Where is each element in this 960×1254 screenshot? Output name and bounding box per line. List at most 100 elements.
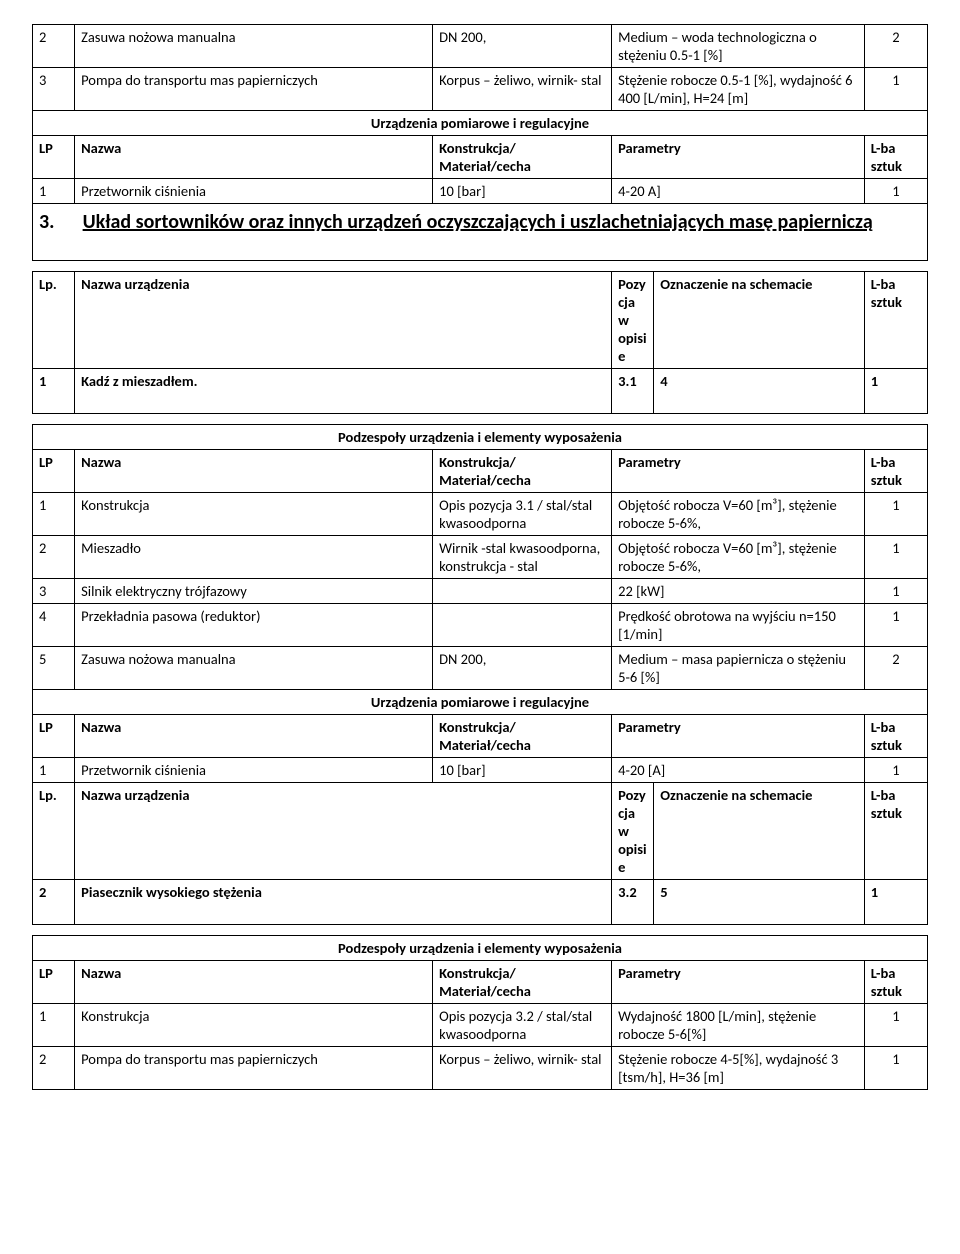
col-parametry: Parametry xyxy=(612,136,865,179)
col-lp: Lp. xyxy=(33,783,75,880)
table-row: 1 Przetwornik ciśnienia 10 [bar] 4-20 A]… xyxy=(33,179,928,204)
col-parametry: Parametry xyxy=(612,715,865,758)
col-qty: L-ba sztuk xyxy=(864,136,927,179)
table-device1-header: Lp. Nazwa urządzenia Pozycja w opisie Oz… xyxy=(32,271,928,414)
cell-qty: 2 xyxy=(864,647,927,690)
table-row: 3 Pompa do transportu mas papierniczych … xyxy=(33,68,928,111)
cell-qty: 1 xyxy=(864,68,927,111)
cell-material: Korpus – żeliwo, wirnik- stal xyxy=(433,68,612,111)
cell-material: Opis pozycja 3.2 / stal/stal kwasoodporn… xyxy=(433,1004,612,1047)
col-qty: L-ba sztuk xyxy=(864,783,927,880)
header-row: LP Nazwa Konstrukcja/ Materiał/cecha Par… xyxy=(33,961,928,1004)
device-row: 2 Piasecznik wysokiego stężenia 3.2 5 1 xyxy=(33,880,928,905)
cell-material: DN 200, xyxy=(433,647,612,690)
cell-parametry: Stężenie robocze 0.5-1 [%], wydajność 6 … xyxy=(612,68,865,111)
cell-parametry: Objętość robocza V=60 [m³], stężenie rob… xyxy=(612,493,865,536)
subheader-row: Podzespoły urządzenia i elementy wyposaż… xyxy=(33,936,928,961)
col-lp: Lp. xyxy=(33,272,75,369)
cell-qty: 1 xyxy=(864,369,927,394)
cell-qty: 1 xyxy=(864,604,927,647)
table-device1-components: Podzespoły urządzenia i elementy wyposaż… xyxy=(32,424,928,925)
cell-qty: 1 xyxy=(864,1004,927,1047)
col-nazwa-urzadzenia: Nazwa urządzenia xyxy=(75,783,612,880)
cell-parametry: Prędkość obrotowa na wyjściu n=150 [1/mi… xyxy=(612,604,865,647)
cell-lp: 3 xyxy=(33,68,75,111)
cell-material: 10 [bar] xyxy=(433,179,612,204)
col-qty: L-ba sztuk xyxy=(864,961,927,1004)
col-qty: L-ba sztuk xyxy=(864,715,927,758)
cell-parametry: Wydajność 1800 [L/min], stężenie robocze… xyxy=(612,1004,865,1047)
table-row: 4 Przekładnia pasowa (reduktor) Prędkość… xyxy=(33,604,928,647)
header-row: LP Nazwa Konstrukcja/ Materiał/cecha Par… xyxy=(33,136,928,179)
cell-lp: 2 xyxy=(33,536,75,579)
device-spacer xyxy=(33,904,928,925)
cell-lp: 2 xyxy=(33,1047,75,1090)
cell-nazwa: Przetwornik ciśnienia xyxy=(75,179,433,204)
cell-parametry: 4-20 [A] xyxy=(612,758,865,783)
cell-lp: 1 xyxy=(33,493,75,536)
cell-lp: 3 xyxy=(33,579,75,604)
col-nazwa: Nazwa xyxy=(75,715,433,758)
cell-parametry: Stężenie robocze 4-5[%], wydajność 3 [ts… xyxy=(612,1047,865,1090)
cell-qty: 2 xyxy=(864,25,927,68)
col-nazwa-urzadzenia: Nazwa urządzenia xyxy=(75,272,612,369)
cell-material: Opis pozycja 3.1 / stal/stal kwasoodporn… xyxy=(433,493,612,536)
col-material: Konstrukcja/ Materiał/cecha xyxy=(433,136,612,179)
col-qty: L-ba sztuk xyxy=(864,450,927,493)
cell-parametry: Medium – woda technologiczna o stężeniu … xyxy=(612,25,865,68)
table-row: 1 Przetwornik ciśnienia 10 [bar] 4-20 [A… xyxy=(33,758,928,783)
col-pozycja: Pozycja w opisie xyxy=(612,272,654,369)
cell-lp: 1 xyxy=(33,1004,75,1047)
device-header-row: Lp. Nazwa urządzenia Pozycja w opisie Oz… xyxy=(33,783,928,880)
table-row: 3 Silnik elektryczny trójfazowy 22 [kW] … xyxy=(33,579,928,604)
cell-device-name: Piasecznik wysokiego stężenia xyxy=(75,880,612,905)
cell-qty: 1 xyxy=(864,758,927,783)
section-number: 3. xyxy=(33,204,75,241)
subheader-urzadzenia: Urządzenia pomiarowe i regulacyjne xyxy=(33,690,928,715)
cell-nazwa: Przekładnia pasowa (reduktor) xyxy=(75,604,433,647)
cell-qty: 1 xyxy=(864,880,927,905)
header-row: LP Nazwa Konstrukcja/ Materiał/cecha Par… xyxy=(33,450,928,493)
col-pozycja: Pozycja w opisie xyxy=(612,783,654,880)
cell-device-name: Kadź z mieszadłem. xyxy=(75,369,612,394)
col-lp: LP xyxy=(33,715,75,758)
cell-parametry: Medium – masa papiernicza o stężeniu 5-6… xyxy=(612,647,865,690)
cell-lp: 5 xyxy=(33,647,75,690)
cell-pozycja: 3.2 xyxy=(612,880,654,905)
col-lp: LP xyxy=(33,961,75,1004)
cell-lp: 2 xyxy=(33,880,75,905)
cell-material: DN 200, xyxy=(433,25,612,68)
table-row: 1 Konstrukcja Opis pozycja 3.2 / stal/st… xyxy=(33,1004,928,1047)
cell-nazwa: Mieszadło xyxy=(75,536,433,579)
subheader-row: Urządzenia pomiarowe i regulacyjne xyxy=(33,111,928,136)
col-nazwa: Nazwa xyxy=(75,450,433,493)
subheader-podzespoly: Podzespoły urządzenia i elementy wyposaż… xyxy=(33,936,928,961)
table-section2-tail: 2 Zasuwa nożowa manualna DN 200, Medium … xyxy=(32,24,928,261)
device-header-row: Lp. Nazwa urządzenia Pozycja w opisie Oz… xyxy=(33,272,928,369)
cell-nazwa: Konstrukcja xyxy=(75,1004,433,1047)
col-parametry: Parametry xyxy=(612,961,865,1004)
cell-nazwa: Zasuwa nożowa manualna xyxy=(75,647,433,690)
col-nazwa: Nazwa xyxy=(75,961,433,1004)
subheader-row: Podzespoły urządzenia i elementy wyposaż… xyxy=(33,425,928,450)
cell-parametry: 22 [kW] xyxy=(612,579,865,604)
col-lp: LP xyxy=(33,136,75,179)
col-material: Konstrukcja/ Materiał/cecha xyxy=(433,961,612,1004)
subheader-row: Urządzenia pomiarowe i regulacyjne xyxy=(33,690,928,715)
table-row: 5 Zasuwa nożowa manualna DN 200, Medium … xyxy=(33,647,928,690)
cell-material: 10 [bar] xyxy=(433,758,612,783)
cell-nazwa: Pompa do transportu mas papierniczych xyxy=(75,1047,433,1090)
cell-nazwa: Silnik elektryczny trójfazowy xyxy=(75,579,433,604)
cell-material: Korpus – żeliwo, wirnik- stal xyxy=(433,1047,612,1090)
cell-qty: 1 xyxy=(864,579,927,604)
cell-lp: 4 xyxy=(33,604,75,647)
cell-pozycja: 3.1 xyxy=(612,369,654,394)
cell-lp: 1 xyxy=(33,758,75,783)
cell-material xyxy=(433,579,612,604)
cell-oznaczenie: 4 xyxy=(654,369,865,394)
cell-nazwa: Konstrukcja xyxy=(75,493,433,536)
cell-nazwa: Przetwornik ciśnienia xyxy=(75,758,433,783)
table-row: 1 Konstrukcja Opis pozycja 3.1 / stal/st… xyxy=(33,493,928,536)
section-title: Układ sortowników oraz innych urządzeń o… xyxy=(75,204,928,241)
col-oznaczenie: Oznaczenie na schemacie xyxy=(654,272,865,369)
